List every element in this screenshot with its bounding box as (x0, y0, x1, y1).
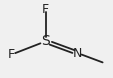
Text: N: N (72, 47, 81, 60)
Text: F: F (8, 48, 15, 61)
Text: F: F (42, 3, 49, 16)
Text: S: S (41, 34, 49, 48)
